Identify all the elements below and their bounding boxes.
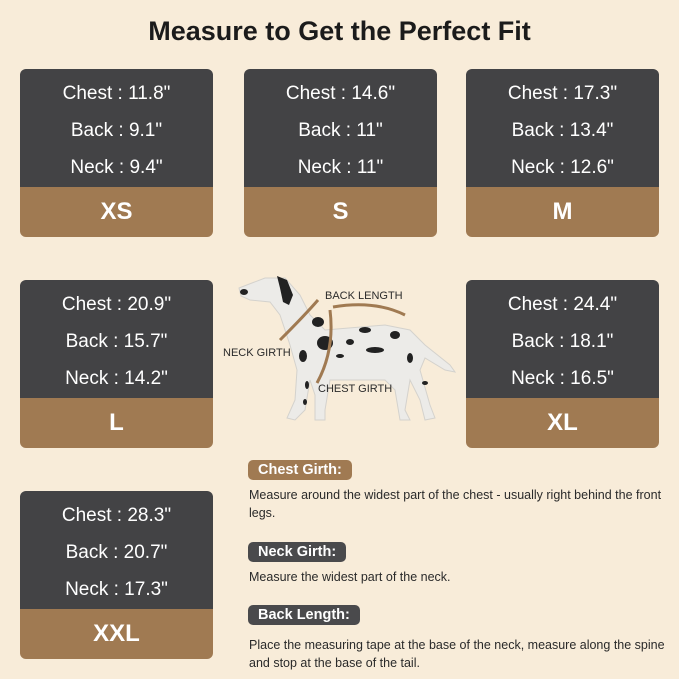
neck-girth-label: NECK GIRTH bbox=[223, 347, 291, 359]
neck-measure: Neck : 9.4" bbox=[70, 157, 163, 178]
back-length-badge: Back Length: bbox=[248, 605, 360, 625]
chest-measure: Chest : 14.6" bbox=[285, 83, 396, 104]
chest-girth-description: Measure around the widest part of the ch… bbox=[249, 488, 662, 520]
chest-girth-badge: Chest Girth: bbox=[248, 460, 352, 480]
size-card-xl: Chest : 24.4" Back : 18.1" Neck : 16.5" XL bbox=[466, 280, 659, 448]
back-measure: Back : 20.7" bbox=[65, 542, 168, 563]
size-card-m: Chest : 17.3" Back : 13.4" Neck : 12.6" M bbox=[466, 69, 659, 237]
dalmatian-illustration bbox=[238, 276, 457, 421]
neck-measure: Neck : 14.2" bbox=[65, 368, 168, 389]
back-measure: Back : 9.1" bbox=[70, 120, 163, 141]
chest-measure: Chest : 11.8" bbox=[62, 83, 171, 104]
size-label: XS bbox=[20, 187, 213, 237]
neck-measure: Neck : 12.6" bbox=[511, 157, 614, 178]
back-measure: Back : 15.7" bbox=[65, 331, 168, 352]
neck-girth-description: Measure the widest part of the neck. bbox=[249, 570, 451, 584]
size-label: M bbox=[466, 187, 659, 237]
size-card-s: Chest : 14.6" Back : 11" Neck : 11" S bbox=[244, 69, 437, 237]
neck-measure: Neck : 16.5" bbox=[511, 368, 614, 389]
size-label: XL bbox=[466, 398, 659, 448]
size-card-l: Chest : 20.9" Back : 15.7" Neck : 14.2" L bbox=[20, 280, 213, 448]
neck-girth-badge: Neck Girth: bbox=[248, 542, 347, 562]
chest-measure: Chest : 17.3" bbox=[507, 83, 618, 104]
size-label: XXL bbox=[20, 609, 213, 659]
size-label: S bbox=[244, 187, 437, 237]
back-length-label: BACK LENGTH bbox=[325, 290, 403, 302]
back-measure: Back : 18.1" bbox=[511, 331, 614, 352]
back-measure: Back : 13.4" bbox=[511, 120, 614, 141]
size-card-xs: Chest : 11.8" Back : 9.1" Neck : 9.4" XS bbox=[20, 69, 213, 237]
chest-girth-label: CHEST GIRTH bbox=[318, 383, 393, 395]
neck-measure: Neck : 17.3" bbox=[65, 579, 168, 600]
back-measure: Back : 11" bbox=[298, 120, 383, 141]
chest-measure: Chest : 24.4" bbox=[507, 294, 618, 315]
size-card-xxl: Chest : 28.3" Back : 20.7" Neck : 17.3" XX… bbox=[20, 491, 213, 659]
back-length-description: Place the measuring tape at the base of … bbox=[249, 638, 665, 670]
neck-measure: Neck : 11" bbox=[297, 157, 384, 178]
size-label: L bbox=[20, 398, 213, 448]
page-title: Measure to Get the Perfect Fit bbox=[148, 16, 531, 46]
chest-measure: Chest : 20.9" bbox=[61, 294, 172, 315]
chest-measure: Chest : 28.3" bbox=[61, 505, 172, 526]
